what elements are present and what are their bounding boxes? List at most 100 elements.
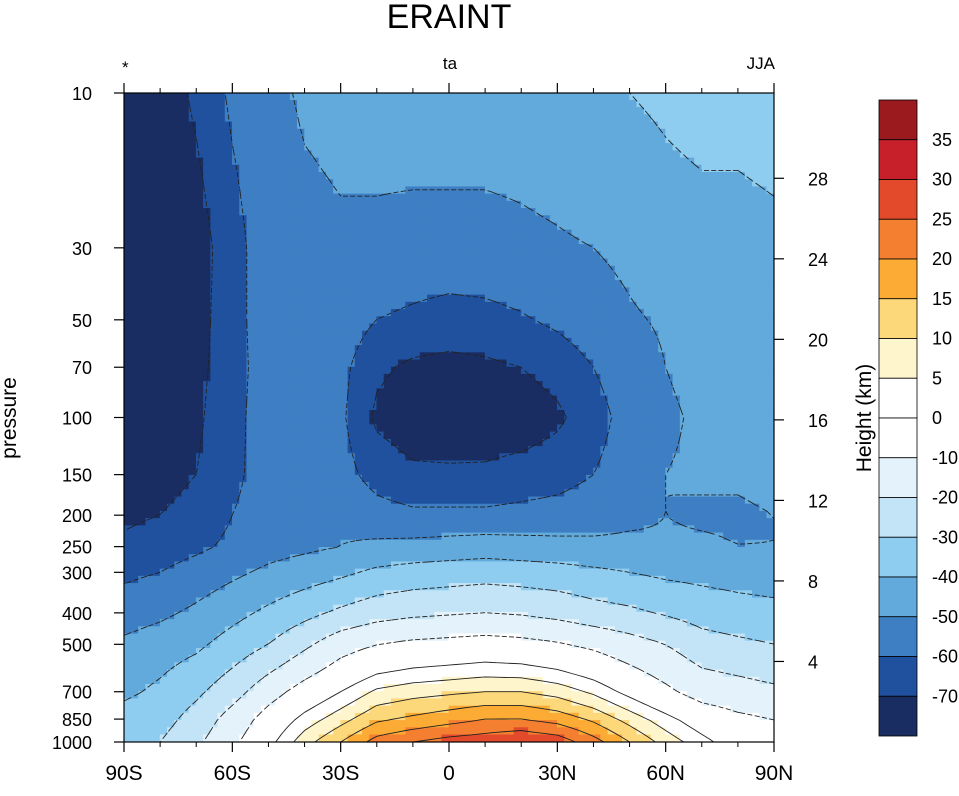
- field-cell: [405, 460, 414, 469]
- field-cell: [549, 272, 558, 281]
- field-cell: [347, 287, 356, 296]
- field-cell: [181, 352, 190, 361]
- field-cell: [585, 388, 594, 397]
- field-cell: [181, 489, 190, 498]
- field-cell: [159, 114, 168, 123]
- field-cell: [268, 200, 276, 209]
- field-cell: [289, 388, 298, 397]
- field-cell: [217, 381, 226, 389]
- field-cell: [744, 215, 753, 224]
- field-cell: [600, 345, 609, 353]
- field-cell: [369, 157, 378, 166]
- field-cell: [239, 121, 248, 130]
- field-cell: [679, 208, 688, 216]
- field-cell: [347, 460, 356, 469]
- field-cell: [614, 179, 623, 188]
- field-cell: [203, 99, 211, 108]
- field-cell: [687, 482, 695, 490]
- field-cell: [289, 460, 298, 469]
- field-cell: [650, 409, 659, 418]
- field-cell: [528, 482, 536, 490]
- field-cell: [383, 366, 392, 375]
- field-cell: [752, 424, 760, 433]
- field-cell: [448, 193, 457, 202]
- field-cell: [333, 114, 341, 123]
- field-cell: [701, 164, 710, 173]
- field-cell: [441, 222, 450, 231]
- field-cell: [210, 366, 219, 375]
- field-cell: [513, 272, 522, 281]
- field-cell: [564, 417, 573, 426]
- field-cell: [419, 482, 428, 490]
- field-cell: [708, 265, 717, 274]
- field-cell: [203, 402, 211, 411]
- field-cell: [195, 150, 204, 159]
- field-cell: [593, 258, 601, 267]
- field-cell: [282, 337, 291, 346]
- field-cell: [701, 301, 710, 310]
- field-cell: [427, 215, 435, 224]
- field-cell: [152, 244, 161, 252]
- field-cell: [492, 200, 500, 209]
- field-cell: [687, 417, 695, 426]
- field-cell: [340, 301, 349, 310]
- field-cell: [297, 402, 305, 411]
- field-cell: [708, 251, 717, 260]
- field-cell: [715, 99, 724, 108]
- field-cell: [390, 186, 399, 195]
- field-cell: [123, 359, 132, 368]
- field-cell: [448, 135, 457, 144]
- field-cell: [585, 402, 594, 411]
- field-cell: [246, 193, 255, 202]
- field-cell: [622, 287, 630, 296]
- field-cell: [362, 345, 370, 353]
- field-cell: [419, 294, 428, 303]
- field-cell: [455, 388, 464, 397]
- field-cell: [614, 186, 623, 195]
- field-cell: [665, 222, 674, 231]
- field-cell: [499, 251, 508, 260]
- field-cell: [607, 337, 616, 346]
- field-cell: [195, 229, 204, 238]
- field-cell: [412, 402, 421, 411]
- field-cell: [195, 474, 204, 483]
- field-cell: [593, 222, 601, 231]
- field-cell: [434, 208, 443, 216]
- field-cell: [260, 280, 269, 288]
- field-cell: [390, 265, 399, 274]
- field-cell: [672, 92, 681, 101]
- field-cell: [427, 208, 435, 216]
- field-cell: [354, 186, 363, 195]
- field-cell: [549, 453, 558, 462]
- field-cell: [499, 172, 508, 180]
- field-cell: [224, 294, 233, 303]
- field-cell: [217, 309, 226, 317]
- field-cell: [535, 128, 544, 137]
- field-cell: [167, 474, 175, 483]
- field-cell: [564, 373, 573, 382]
- field-cell: [297, 330, 305, 339]
- field-cell: [159, 222, 168, 231]
- field-cell: [362, 482, 370, 490]
- field-cell: [737, 330, 746, 339]
- field-cell: [520, 359, 529, 368]
- field-cell: [759, 337, 768, 346]
- field-cell: [650, 482, 659, 490]
- field-cell: [629, 258, 638, 267]
- field-cell: [629, 366, 638, 375]
- field-cell: [448, 330, 457, 339]
- field-cell: [181, 272, 190, 281]
- field-cell: [260, 244, 269, 252]
- field-cell: [499, 135, 508, 144]
- field-cell: [275, 489, 284, 498]
- field-cell: [535, 208, 544, 216]
- field-cell: [419, 381, 428, 389]
- field-cell: [167, 121, 175, 130]
- field-cell: [585, 208, 594, 216]
- field-cell: [701, 395, 710, 404]
- field-cell: [607, 446, 616, 454]
- field-cell: [492, 135, 500, 144]
- field-cell: [282, 345, 291, 353]
- field-cell: [571, 265, 580, 274]
- field-cell: [585, 337, 594, 346]
